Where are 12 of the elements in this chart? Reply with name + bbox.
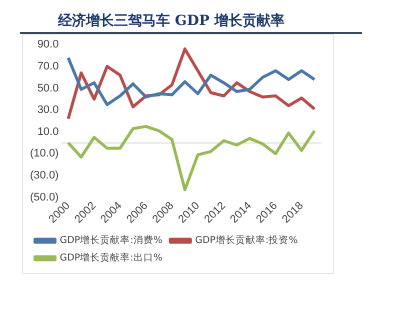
y-tick-label: 30.0 bbox=[37, 104, 59, 116]
legend-label: GDP增长贡献率:出口% bbox=[60, 252, 162, 264]
y-tick-label: (30.0) bbox=[30, 170, 59, 182]
y-tick-label: (10.0) bbox=[30, 148, 59, 160]
legend-label: GDP增长贡献率:投资% bbox=[195, 234, 298, 246]
y-tick-label: 70.0 bbox=[37, 60, 59, 72]
y-tick-label: 10.0 bbox=[37, 126, 59, 138]
chart-title: 经济增长三驾马车 GDP 增长贡献率 bbox=[58, 12, 284, 30]
legend-label: GDP增长贡献率:消费% bbox=[60, 234, 162, 246]
y-tick-label: 50.0 bbox=[37, 82, 59, 94]
y-tick-label: 90.0 bbox=[37, 38, 59, 51]
y-tick-label: (50.0) bbox=[30, 191, 59, 204]
